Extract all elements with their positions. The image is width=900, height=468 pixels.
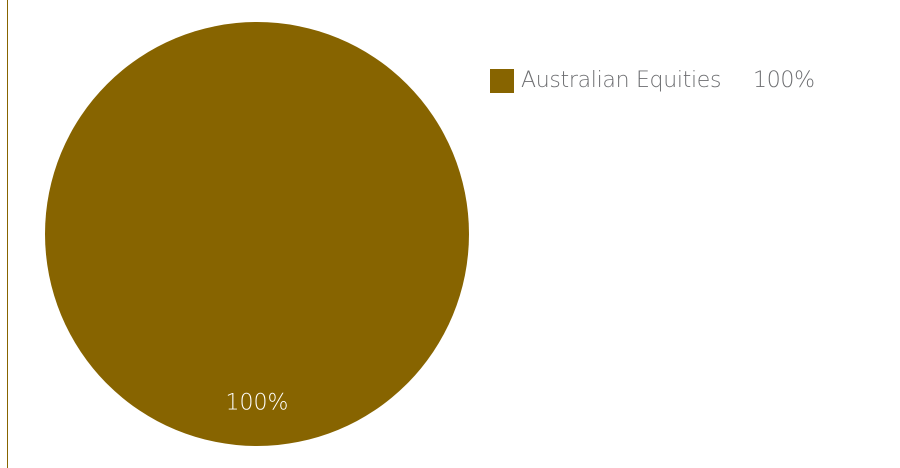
pie-slice-labels: 100%: [226, 391, 289, 416]
frame-left-rule: [7, 0, 8, 468]
pie-slice-label-australian-equities: 100%: [226, 391, 289, 416]
legend: Australian Equities 100%: [490, 68, 815, 93]
pie-slice-australian-equities: [45, 22, 469, 446]
legend-label-australian-equities: Australian Equities: [521, 68, 722, 93]
legend-value-australian-equities: 100%: [753, 68, 815, 93]
pie-slices: [45, 22, 469, 446]
legend-swatch-australian-equities: [490, 68, 514, 93]
